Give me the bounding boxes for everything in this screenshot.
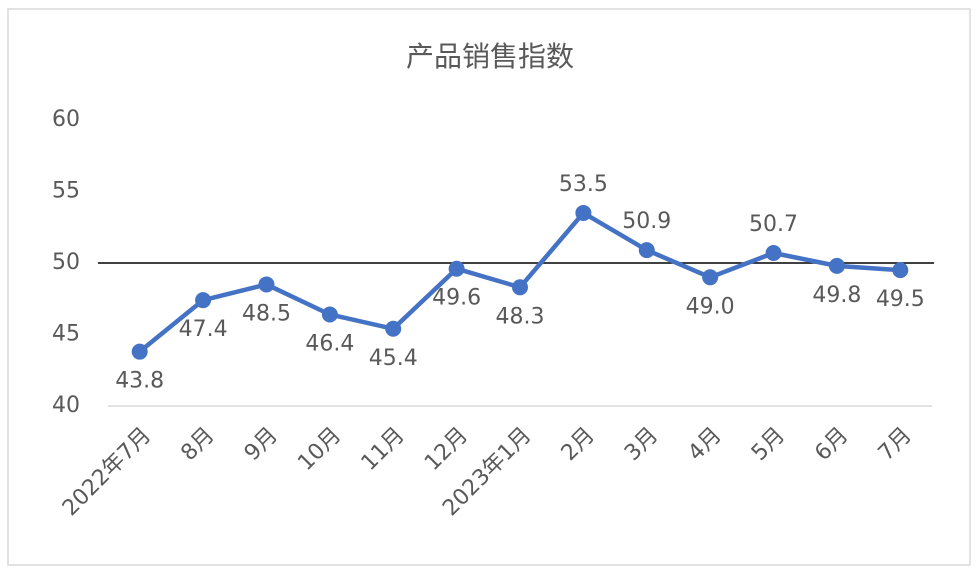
data-label: 47.4	[179, 317, 228, 342]
data-label: 53.5	[559, 172, 608, 197]
data-label: 49.0	[686, 294, 735, 319]
data-label: 49.5	[876, 287, 925, 312]
y-tick-label: 50	[52, 250, 80, 275]
data-label: 43.8	[115, 369, 164, 394]
data-label: 49.8	[812, 283, 861, 308]
y-tick-label: 45	[52, 322, 80, 347]
y-tick-label: 55	[52, 179, 80, 204]
data-point	[131, 343, 148, 360]
data-point	[512, 279, 528, 296]
data-label: 50.9	[622, 209, 671, 234]
chart-frame	[7, 8, 971, 566]
data-label: 48.5	[242, 301, 291, 326]
data-label: 50.7	[749, 212, 798, 237]
data-point	[638, 242, 655, 259]
data-point	[195, 292, 212, 309]
data-label: 45.4	[369, 346, 418, 371]
data-point	[892, 262, 909, 279]
data-point	[765, 244, 782, 261]
data-point	[258, 276, 275, 293]
y-tick-label: 40	[52, 393, 80, 418]
data-point	[321, 306, 338, 323]
data-label: 49.6	[432, 286, 481, 311]
data-point	[828, 257, 845, 274]
data-label: 46.4	[305, 331, 354, 356]
data-point	[448, 260, 465, 277]
y-tick-label: 60	[52, 107, 80, 132]
data-point	[385, 320, 402, 337]
chart-title: 产品销售指数	[406, 40, 574, 73]
data-point	[702, 269, 719, 286]
data-point	[575, 204, 592, 221]
data-label: 48.3	[496, 304, 545, 329]
